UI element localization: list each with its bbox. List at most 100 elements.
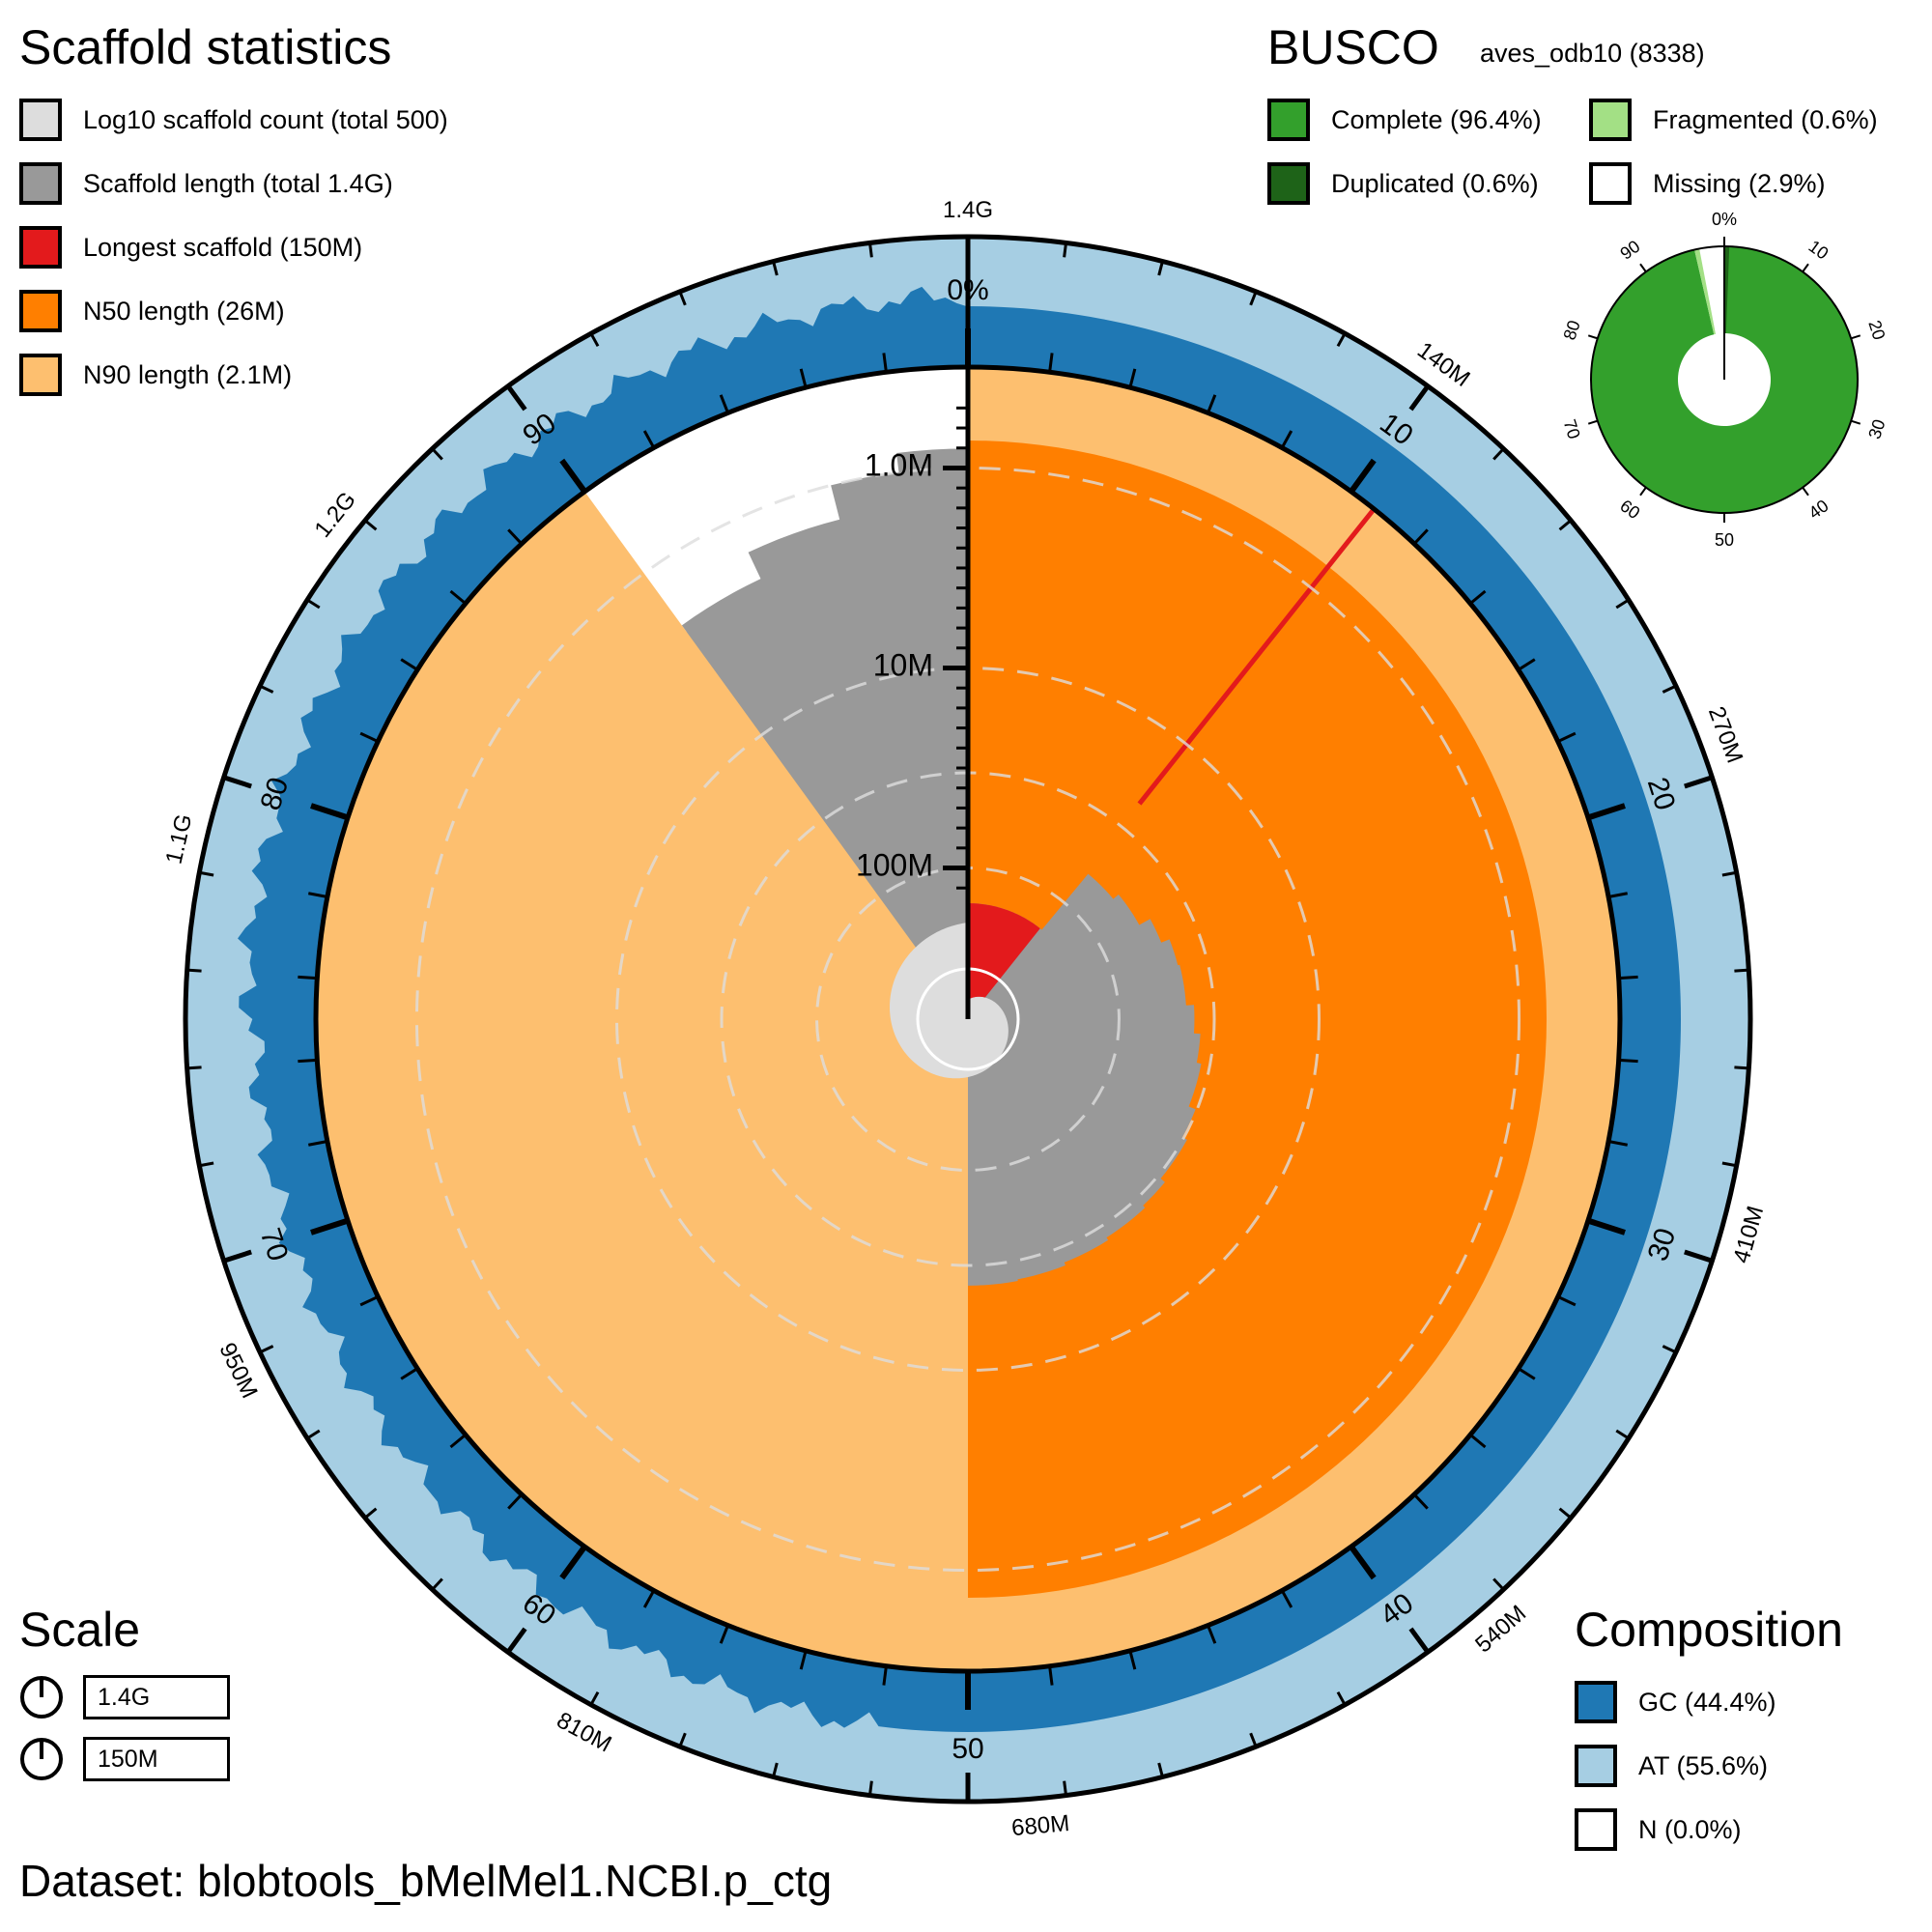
length-tick <box>1721 870 1737 877</box>
scale-title: Scale <box>19 1603 141 1657</box>
length-tick <box>431 1577 443 1591</box>
busco-legend-item-swatch <box>1589 99 1632 141</box>
length-tick <box>505 1627 527 1654</box>
percent-tick <box>882 1665 888 1686</box>
length-tick <box>589 332 600 348</box>
percent-tick <box>559 1545 587 1580</box>
length-tick <box>1558 519 1573 531</box>
scaffold-count-spiral <box>890 923 1009 1079</box>
percent-tick <box>559 458 587 494</box>
percent-tick <box>308 892 328 898</box>
percent-tick <box>359 731 379 743</box>
scaffold-legend-title: Scaffold statistics <box>19 20 392 74</box>
scaffold-legend-item: Scaffold length (total 1.4G) <box>19 160 393 207</box>
length-tick <box>222 1249 252 1264</box>
busco-lineage: aves_odb10 (8338) <box>1480 39 1705 68</box>
percent-tick <box>359 1295 379 1307</box>
length-tick <box>259 684 274 694</box>
busco-tick-label: 10 <box>1805 237 1833 264</box>
length-tick <box>1662 684 1677 694</box>
percent-tick <box>1587 1217 1626 1236</box>
percent-tick <box>298 975 318 980</box>
length-tick <box>505 384 527 412</box>
percent-tick <box>1128 1650 1137 1670</box>
busco-tick <box>1850 419 1861 425</box>
percent-tick <box>1412 1493 1429 1510</box>
percent-tick <box>1048 1665 1054 1686</box>
length-tick <box>1249 291 1258 306</box>
length-tick-label: 410M <box>1728 1204 1769 1266</box>
scaffold-legend-item-label: N90 length (2.1M) <box>83 359 293 389</box>
busco-legend-item-swatch <box>1267 99 1310 141</box>
composition-legend-item-label: AT (55.6%) <box>1638 1750 1769 1780</box>
length-tick <box>1336 1690 1347 1706</box>
scaffold-legend-item: N90 length (2.1M) <box>19 352 292 398</box>
composition-legend-item-swatch <box>1575 1808 1617 1851</box>
percent-tick-label: 0% <box>947 274 988 306</box>
length-tick-label: 950M <box>213 1339 262 1403</box>
busco-legend-item-swatch <box>1267 162 1310 205</box>
radial-tick-label: 100M <box>856 848 933 883</box>
busco-legend-item-label: Duplicated (0.6%) <box>1331 168 1539 198</box>
scaffold-legend-item-swatch <box>19 290 62 332</box>
percent-tick <box>1607 892 1628 898</box>
composition-legend-item: GC (44.4%) <box>1575 1679 1776 1725</box>
length-tick <box>1408 1627 1431 1654</box>
busco-fragmented-slice <box>1694 248 1717 335</box>
percent-tick <box>308 1140 328 1147</box>
length-tick-label: 1.1G <box>161 811 198 867</box>
percent-tick-label: 50 <box>952 1733 983 1765</box>
composition-legend-item-swatch <box>1575 1681 1617 1723</box>
length-tick-label: 270M <box>1703 703 1747 767</box>
scaffold-legend-item: Longest scaffold (150M) <box>19 224 362 270</box>
composition-legend-item: N (0.0%) <box>1575 1806 1742 1853</box>
scaffold-legend-item-label: N50 length (26M) <box>83 296 285 326</box>
length-tick <box>1336 332 1347 348</box>
length-tick <box>1615 1429 1630 1440</box>
percent-tick <box>507 1493 524 1510</box>
busco-legend-item: Missing (2.9%) <box>1589 160 1826 207</box>
length-tick <box>1734 1065 1749 1070</box>
busco-tick-label: 40 <box>1805 496 1833 523</box>
percent-tick <box>1557 1295 1577 1307</box>
percent-tick <box>1557 731 1577 743</box>
length-tick <box>678 291 687 306</box>
composition-legend-item-swatch <box>1575 1745 1617 1787</box>
busco-legend-title: BUSCO <box>1267 20 1439 74</box>
busco-legend-item-label: Complete (96.4%) <box>1331 104 1542 134</box>
scaffold-legend-item-label: Log10 scaffold count (total 500) <box>83 104 448 134</box>
length-tick <box>772 261 779 276</box>
busco-tick-label: 70 <box>1560 417 1584 441</box>
length-tick <box>1063 242 1068 258</box>
percent-tick <box>642 430 656 449</box>
scale-item: 1.4G <box>19 1675 230 1719</box>
length-tick <box>1157 261 1164 276</box>
length-tick <box>1734 968 1749 973</box>
scaffold-legend-item: Log10 scaffold count (total 500) <box>19 97 448 143</box>
scaffold-legend-item-label: Scaffold length (total 1.4G) <box>83 168 393 198</box>
length-tick <box>306 1429 321 1440</box>
n50-sector <box>968 440 1547 1598</box>
scaffold-legend-item-swatch <box>19 162 62 205</box>
dataset-label: Dataset: blobtools_bMelMel1.NCBI.p_ctg <box>19 1856 833 1906</box>
length-tick <box>1157 1762 1164 1777</box>
scaffold-legend-item-swatch <box>19 354 62 396</box>
scaffold-legend-item-label: Longest scaffold (150M) <box>83 232 363 262</box>
length-tick <box>867 1780 873 1796</box>
percent-tick <box>1349 1545 1377 1580</box>
percent-tick <box>719 1625 729 1644</box>
busco-legend-item: Fragmented (0.6%) <box>1589 97 1878 143</box>
length-tick <box>186 968 202 973</box>
percent-tick <box>449 1434 467 1449</box>
percent-tick <box>1469 589 1487 605</box>
percent-tick <box>1587 803 1626 821</box>
percent-tick <box>1518 658 1536 671</box>
percent-tick <box>507 528 524 545</box>
busco-tick-label: 90 <box>1616 237 1643 264</box>
percent-tick <box>1607 1140 1628 1147</box>
clock-icon <box>20 1676 63 1719</box>
length-tick <box>363 519 378 531</box>
length-tick <box>678 1732 687 1747</box>
clock-icon <box>20 1738 63 1780</box>
percent-tick <box>400 1367 418 1380</box>
